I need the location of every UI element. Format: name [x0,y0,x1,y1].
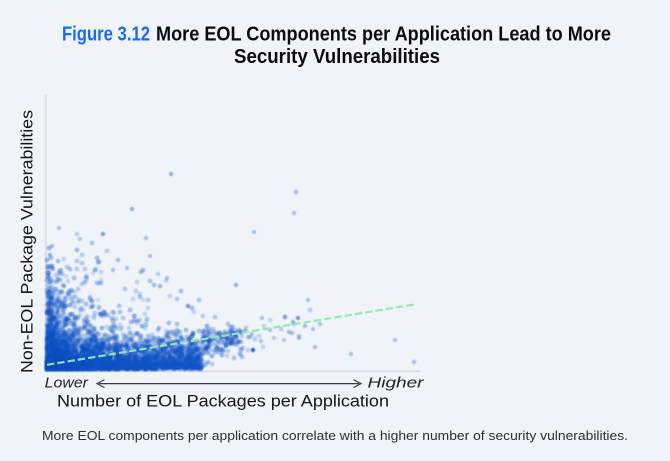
svg-text:More EOL Components per Applic: More EOL Components per Application Lead… [156,24,611,46]
svg-text:Non-EOL Package Vulnerabilitie: Non-EOL Package Vulnerabilities [17,110,36,373]
svg-text:Figure 3.12: Figure 3.12 [62,24,150,46]
svg-text:Security Vulnerabilities: Security Vulnerabilities [234,46,440,68]
